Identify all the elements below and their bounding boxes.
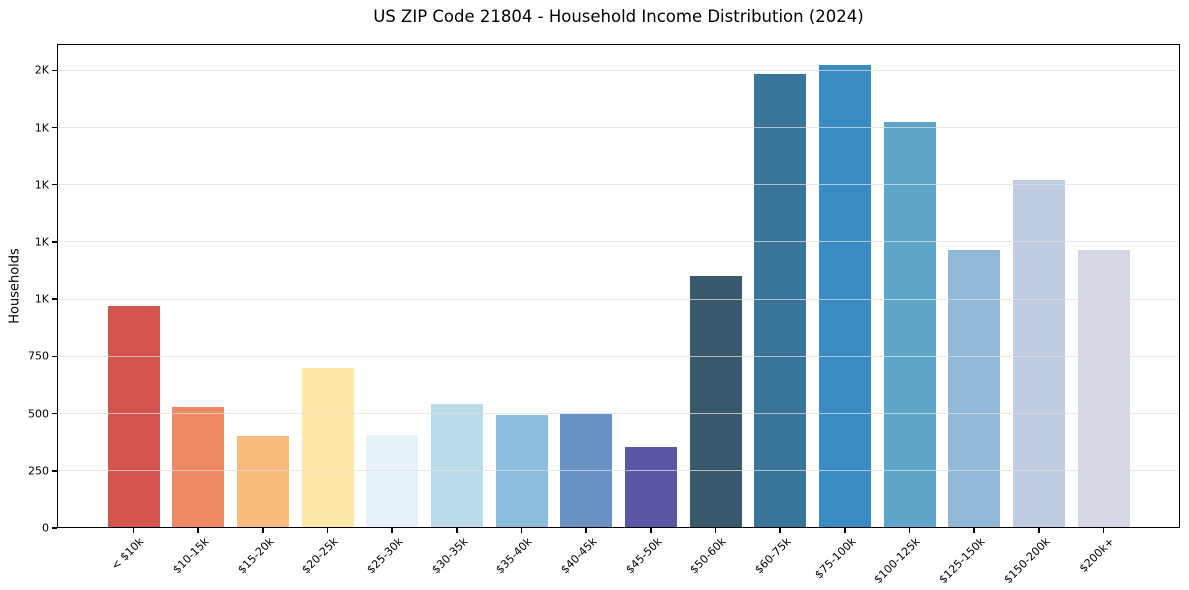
y-tick [52,298,57,300]
y-tick [52,241,57,243]
y-tick-label: 2K [34,63,49,77]
y-tick-label: 500 [28,407,49,421]
x-tick [456,528,458,533]
bar [495,414,548,528]
y-tick-label: 750 [28,349,49,363]
y-tick [52,126,57,129]
x-tick-label: $10-15k [170,535,212,577]
bar [366,435,419,528]
y-tick [52,527,57,529]
bar [560,413,613,528]
x-tick [326,528,329,533]
bar [689,276,742,528]
x-tick [391,528,393,533]
x-tick [908,528,911,533]
x-tick [1038,528,1040,533]
x-tick-label: $100-125k [871,535,923,587]
x-tick [650,528,652,533]
x-tick-label: $150-200k [1000,535,1053,587]
x-tick [197,528,199,533]
bar [236,436,289,528]
y-tick-label: 0 [42,521,49,535]
chart-title: US ZIP Code 21804 - Household Income Dis… [373,7,864,26]
x-tick [714,528,717,533]
x-tick [1102,528,1105,533]
bar [430,404,483,528]
x-tick-label: $20-25k [299,535,341,577]
x-tick-label: $15-20k [234,535,277,577]
x-tick-label: $45-50k [622,535,665,577]
gridline [57,127,1180,129]
y-tick-label: 250 [28,464,49,478]
y-axis-label: Households [7,248,23,324]
y-tick [52,412,57,415]
bar [754,73,807,528]
x-tick-label: < $10k [109,535,147,573]
y-tick [52,69,57,72]
x-tick-label: $30-35k [428,535,471,577]
x-tick-label: $200k+ [1076,535,1117,576]
x-tick-label: $60-75k [752,535,794,577]
y-tick-label: 1K [34,178,49,192]
bar [948,249,1001,528]
gridline [57,184,1180,186]
x-tick-label: $50-60k [687,535,729,577]
x-tick [779,528,781,533]
bar [818,64,871,528]
x-tick [844,528,846,533]
x-tick [520,528,523,533]
gridline [57,298,1180,300]
bar [172,406,225,528]
bar [1077,249,1130,528]
gridline [57,470,1180,472]
x-tick [973,528,975,533]
x-tick-label: $35-40k [493,535,535,577]
gridline [57,241,1180,243]
bar [1012,180,1065,528]
y-tick [52,183,57,186]
x-tick [262,528,264,533]
bar [107,306,160,528]
y-tick [52,470,57,472]
plot-area [57,44,1180,528]
x-tick-label: $25-30k [364,535,406,577]
gridline [57,355,1180,357]
x-tick [585,528,587,533]
bar [883,121,936,528]
gridline [57,413,1180,415]
y-tick-label: 1K [34,121,49,135]
x-tick [132,528,135,533]
x-tick-label: $75-100k [811,535,859,582]
y-tick-label: 1K [34,292,49,306]
x-tick-label: $125-150k [936,535,988,587]
y-tick [52,355,57,358]
bar [624,446,677,528]
y-tick-label: 1K [34,235,49,249]
x-tick-label: $40-45k [558,535,600,577]
bar [301,367,354,528]
gridline [57,69,1180,71]
